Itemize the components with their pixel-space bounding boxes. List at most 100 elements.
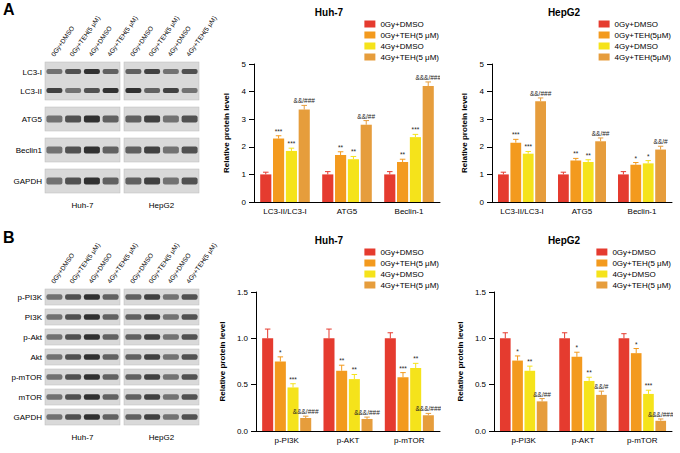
svg-text:4Gy+DMSO: 4Gy+DMSO	[615, 42, 658, 51]
svg-text:Huh-7: Huh-7	[315, 7, 344, 18]
svg-text:3: 3	[480, 115, 485, 124]
svg-text:*: *	[576, 344, 579, 351]
svg-text:GAPDH: GAPDH	[14, 177, 43, 186]
svg-text:p-PI3K: p-PI3K	[18, 293, 43, 302]
svg-text:***: ***	[288, 140, 296, 147]
svg-text:LC3-II/LC3-I: LC3-II/LC3-I	[263, 207, 307, 216]
svg-text:Huh-7: Huh-7	[72, 433, 94, 442]
svg-text:p-Akt: p-Akt	[23, 333, 42, 342]
svg-text:&&/###: &&/###	[294, 97, 316, 104]
svg-text:4Gy+TEH(5 μM): 4Gy+TEH(5 μM)	[185, 15, 219, 59]
svg-text:1: 1	[242, 170, 247, 179]
svg-text:ATG5: ATG5	[337, 207, 358, 216]
svg-text:HepG2: HepG2	[548, 235, 581, 246]
svg-text:Akt: Akt	[30, 353, 42, 362]
svg-text:4Gy+DMSO: 4Gy+DMSO	[612, 270, 655, 279]
svg-text:***: ***	[275, 128, 283, 135]
svg-text:HepG2: HepG2	[149, 433, 175, 442]
svg-text:5: 5	[480, 60, 485, 69]
svg-text:Beclin1: Beclin1	[16, 146, 43, 155]
svg-text:0Gy+TEH(5 μM): 0Gy+TEH(5 μM)	[612, 259, 671, 268]
svg-text:p-mTOR: p-mTOR	[627, 436, 658, 445]
svg-text:&&&/###: &&&/###	[354, 409, 380, 416]
svg-text:0Gy+TEH(5μM): 0Gy+TEH(5μM)	[615, 31, 672, 40]
svg-text:0Gy+TEH(5 μM): 0Gy+TEH(5 μM)	[147, 15, 181, 59]
svg-text:&&/###: &&/###	[530, 90, 552, 97]
svg-text:0Gy+TEH(5 μM): 0Gy+TEH(5 μM)	[380, 259, 439, 268]
svg-text:***: ***	[399, 365, 407, 372]
svg-text:**: **	[400, 151, 406, 158]
svg-text:4: 4	[242, 87, 247, 96]
svg-text:**: **	[413, 355, 419, 362]
svg-text:PI3K: PI3K	[25, 313, 43, 322]
svg-text:&&&/###: &&&/###	[416, 405, 442, 412]
svg-text:*: *	[635, 341, 638, 348]
svg-text:p-mTOR: p-mTOR	[11, 373, 42, 382]
svg-text:**: **	[339, 357, 345, 364]
svg-text:Beclin-1: Beclin-1	[628, 207, 657, 216]
svg-text:5: 5	[242, 60, 247, 69]
svg-text:ATG5: ATG5	[572, 207, 593, 216]
svg-text:HepG2: HepG2	[149, 201, 175, 210]
svg-text:B: B	[3, 229, 15, 246]
svg-text:&&/#: &&/#	[594, 383, 608, 390]
svg-text:0Gy+TEH(5 μM): 0Gy+TEH(5 μM)	[68, 242, 102, 286]
svg-text:*: *	[635, 155, 638, 162]
svg-text:ATG5: ATG5	[22, 115, 43, 124]
svg-text:&&&/###: &&&/###	[648, 411, 674, 418]
svg-text:p-AKT: p-AKT	[337, 436, 360, 445]
svg-text:0: 0	[242, 198, 247, 207]
svg-text:Relative protein level: Relative protein level	[460, 93, 469, 173]
svg-text:LC3-II: LC3-II	[20, 87, 42, 96]
svg-text:1.0: 1.0	[475, 334, 487, 343]
svg-text:4Gy+DMSO: 4Gy+DMSO	[380, 42, 423, 51]
svg-text:0: 0	[480, 198, 485, 207]
svg-text:**: **	[351, 148, 357, 155]
svg-text:**: **	[573, 150, 579, 157]
svg-text:0Gy+DMSO: 0Gy+DMSO	[380, 20, 423, 29]
svg-text:3: 3	[242, 115, 247, 124]
svg-text:0Gy+DMSO: 0Gy+DMSO	[615, 20, 658, 29]
svg-text:0Gy+TEH(5 μM): 0Gy+TEH(5 μM)	[68, 15, 102, 59]
svg-text:*: *	[279, 349, 282, 356]
svg-text:&&/##: &&/##	[357, 113, 375, 120]
svg-text:4Gy+DMSO: 4Gy+DMSO	[380, 270, 423, 279]
svg-text:Relative protein level: Relative protein level	[222, 93, 231, 173]
svg-text:HepG2: HepG2	[548, 7, 581, 18]
svg-text:***: ***	[524, 143, 532, 150]
svg-text:0Gy+TEH(5 μM): 0Gy+TEH(5 μM)	[380, 31, 439, 40]
svg-text:&&&/###: &&&/###	[415, 74, 441, 81]
svg-text:0Gy+TEH(5 μM): 0Gy+TEH(5 μM)	[147, 242, 181, 286]
svg-text:1: 1	[480, 170, 485, 179]
svg-text:&&/#: &&/#	[654, 138, 668, 145]
svg-text:**: **	[586, 152, 592, 159]
svg-text:4Gy+TEH(5 μM): 4Gy+TEH(5 μM)	[380, 53, 439, 62]
svg-text:2: 2	[480, 142, 485, 151]
svg-text:&&/##: &&/##	[592, 130, 610, 137]
svg-text:0Gy+DMSO: 0Gy+DMSO	[380, 248, 423, 257]
svg-text:**: **	[338, 144, 344, 151]
svg-text:Huh-7: Huh-7	[315, 235, 344, 246]
svg-text:0.5: 0.5	[237, 380, 249, 389]
svg-text:Huh-7: Huh-7	[72, 201, 94, 210]
svg-text:4: 4	[480, 87, 485, 96]
svg-text:1.0: 1.0	[237, 334, 249, 343]
svg-text:&&/##: &&/##	[533, 391, 551, 398]
svg-text:4Gy+TEH(5μM): 4Gy+TEH(5μM)	[615, 53, 672, 62]
svg-text:p-AKT: p-AKT	[572, 436, 595, 445]
svg-text:Beclin-1: Beclin-1	[395, 207, 424, 216]
svg-text:*: *	[647, 153, 650, 160]
svg-text:**: **	[352, 366, 358, 373]
svg-text:p-mTOR: p-mTOR	[394, 436, 425, 445]
svg-text:4Gy+TEH(5 μM): 4Gy+TEH(5 μM)	[185, 242, 219, 286]
svg-text:***: ***	[512, 131, 520, 138]
svg-text:1.5: 1.5	[475, 288, 487, 297]
svg-text:LC3-I: LC3-I	[22, 68, 42, 77]
svg-text:0.5: 0.5	[475, 380, 487, 389]
svg-text:GAPDH: GAPDH	[14, 413, 43, 422]
svg-text:Relative protein level: Relative protein level	[456, 321, 465, 401]
svg-text:2: 2	[242, 142, 247, 151]
svg-text:**: **	[527, 358, 533, 365]
svg-text:p-PI3K: p-PI3K	[274, 436, 299, 445]
svg-text:1.5: 1.5	[237, 288, 249, 297]
